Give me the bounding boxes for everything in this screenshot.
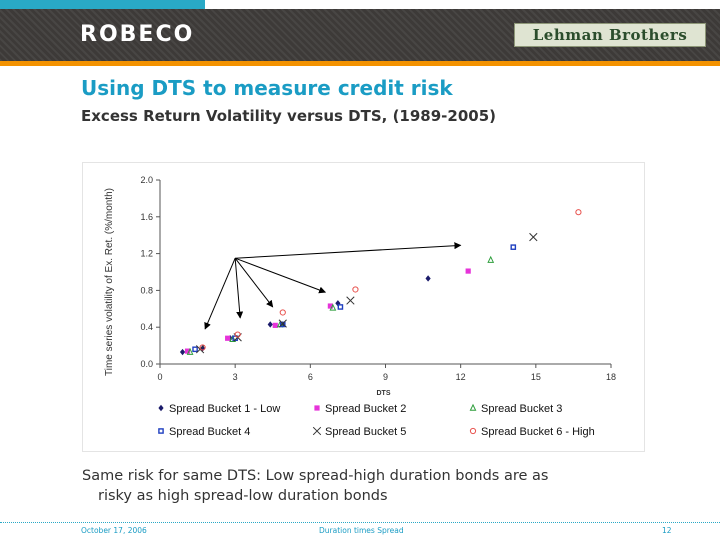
y-tick-label: 0.0 xyxy=(140,359,153,369)
legend-marker-4 xyxy=(158,428,164,434)
body-line-2: risky as high spread-low duration bonds xyxy=(98,488,388,504)
data-point-series-5 xyxy=(346,296,355,305)
x-tick-label: 3 xyxy=(233,372,238,382)
legend-marker-6 xyxy=(469,427,477,435)
header-accent-strip xyxy=(0,0,205,9)
x-tick-label: 12 xyxy=(456,372,466,382)
robeco-logo: ROBECO xyxy=(80,22,195,47)
y-tick-label: 2.0 xyxy=(140,175,153,185)
legend-marker-1 xyxy=(158,404,164,412)
data-point-series-2 xyxy=(184,348,191,354)
footer-divider xyxy=(0,522,720,523)
body-line-1: Same risk for same DTS: Low spread-high … xyxy=(82,468,549,484)
x-tick-label: 0 xyxy=(157,372,162,382)
header-bar: ROBECO Lehman Brothers xyxy=(0,9,720,61)
data-point-series-6 xyxy=(575,209,582,216)
legend-label-5: Spread Bucket 5 xyxy=(325,426,406,438)
legend-marker-3 xyxy=(469,403,477,411)
legend-label-6: Spread Bucket 6 - High xyxy=(481,426,595,438)
y-tick-label: 1.2 xyxy=(140,249,153,259)
footer-date: October 17, 2006 xyxy=(81,526,147,535)
y-tick-label: 0.8 xyxy=(140,285,153,295)
data-point-series-3 xyxy=(229,334,237,342)
data-point-series-1 xyxy=(425,275,431,282)
data-point-series-5 xyxy=(529,232,538,242)
chart-panel: 0.0 0.4 0.8 1.2 1.6 2.0 0 3 6 9 12 15 18 DTS Time seri… xyxy=(82,162,645,452)
data-point-series-3 xyxy=(329,303,337,311)
x-axis-label: DTS xyxy=(377,390,391,397)
header-divider xyxy=(0,61,720,66)
x-tick-label: 6 xyxy=(308,372,313,382)
data-point-series-4 xyxy=(279,321,286,328)
slide-subtitle: Excess Return Volatility versus DTS, (19… xyxy=(81,107,497,125)
data-point-series-2 xyxy=(272,322,278,328)
data-point-series-4 xyxy=(510,244,517,250)
legend-label-4: Spread Bucket 4 xyxy=(169,426,250,438)
body-text: Same risk for same DTS: Low spread-high … xyxy=(82,466,682,506)
data-point-series-2 xyxy=(327,303,333,309)
annotation-arrow xyxy=(235,242,462,259)
annotation-arrow xyxy=(234,257,274,308)
data-point-series-1 xyxy=(335,300,341,307)
scatter-chart: 0.0 0.4 0.8 1.2 1.6 2.0 0 3 6 9 12 15 18 DTS Time seri… xyxy=(104,175,616,438)
page-number: 12 xyxy=(662,526,672,535)
data-point-series-2 xyxy=(225,335,231,341)
data-point-series-4 xyxy=(192,346,198,353)
data-point-series-6 xyxy=(199,344,206,351)
data-point-series-4 xyxy=(337,304,344,310)
data-point-series-1 xyxy=(179,348,186,356)
legend-marker-2 xyxy=(314,405,320,411)
x-tick-label: 18 xyxy=(606,372,616,382)
data-point-series-6 xyxy=(279,309,286,316)
legend-label-2: Spread Bucket 2 xyxy=(325,403,406,415)
x-tick-label: 9 xyxy=(383,372,388,382)
data-point-series-5 xyxy=(278,319,287,328)
data-point-series-3 xyxy=(186,347,194,355)
annotation-arrow xyxy=(234,258,244,319)
legend-marker-5 xyxy=(312,426,322,436)
annotation-arrow xyxy=(234,257,327,294)
legend-label-1: Spread Bucket 1 - Low xyxy=(169,403,280,415)
footer-center: Duration times Spread xyxy=(319,526,404,535)
legend-label-3: Spread Bucket 3 xyxy=(481,403,562,415)
data-point-series-3 xyxy=(487,255,495,263)
slide-title: Using DTS to measure credit risk xyxy=(81,76,453,100)
data-point-series-2 xyxy=(465,268,471,274)
data-point-series-6 xyxy=(234,331,241,338)
x-tick-label: 15 xyxy=(531,372,541,382)
data-point-series-1 xyxy=(267,321,273,328)
data-point-series-5 xyxy=(195,345,205,354)
y-tick-label: 0.4 xyxy=(140,322,153,332)
annotation-arrow xyxy=(204,258,236,330)
lehman-brothers-logo: Lehman Brothers xyxy=(514,23,706,47)
data-point-series-6 xyxy=(352,286,359,293)
y-axis-label: Time series volatility of Ex. Ret. (%/mo… xyxy=(104,188,115,376)
y-tick-label: 1.6 xyxy=(140,212,153,222)
